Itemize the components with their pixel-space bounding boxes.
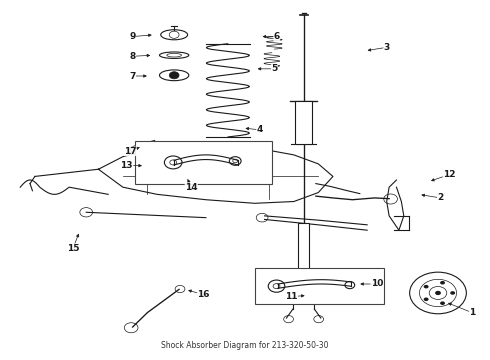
Text: 10: 10 <box>371 279 383 288</box>
Text: 14: 14 <box>185 183 197 192</box>
Text: 13: 13 <box>121 161 133 170</box>
Text: 2: 2 <box>437 193 443 202</box>
Text: 4: 4 <box>256 125 263 134</box>
Text: 1: 1 <box>469 308 475 317</box>
Bar <box>135 140 272 184</box>
Circle shape <box>424 285 429 288</box>
Text: 16: 16 <box>197 290 210 299</box>
Text: 5: 5 <box>271 64 277 73</box>
Circle shape <box>440 301 445 305</box>
Bar <box>298 223 310 270</box>
Circle shape <box>424 297 429 301</box>
Bar <box>255 268 384 304</box>
Circle shape <box>450 291 455 295</box>
Text: 6: 6 <box>273 32 280 41</box>
Text: 17: 17 <box>124 147 137 156</box>
Circle shape <box>435 291 441 295</box>
Circle shape <box>440 281 445 284</box>
Text: 9: 9 <box>129 32 136 41</box>
Text: 11: 11 <box>285 292 297 301</box>
Text: 12: 12 <box>443 170 456 179</box>
Text: 3: 3 <box>384 43 390 52</box>
Circle shape <box>169 72 179 79</box>
Text: Shock Absorber Diagram for 213-320-50-30: Shock Absorber Diagram for 213-320-50-30 <box>161 341 329 350</box>
Text: 15: 15 <box>67 244 79 253</box>
Text: 8: 8 <box>129 52 136 61</box>
Bar <box>295 101 313 144</box>
Text: 7: 7 <box>129 72 136 81</box>
